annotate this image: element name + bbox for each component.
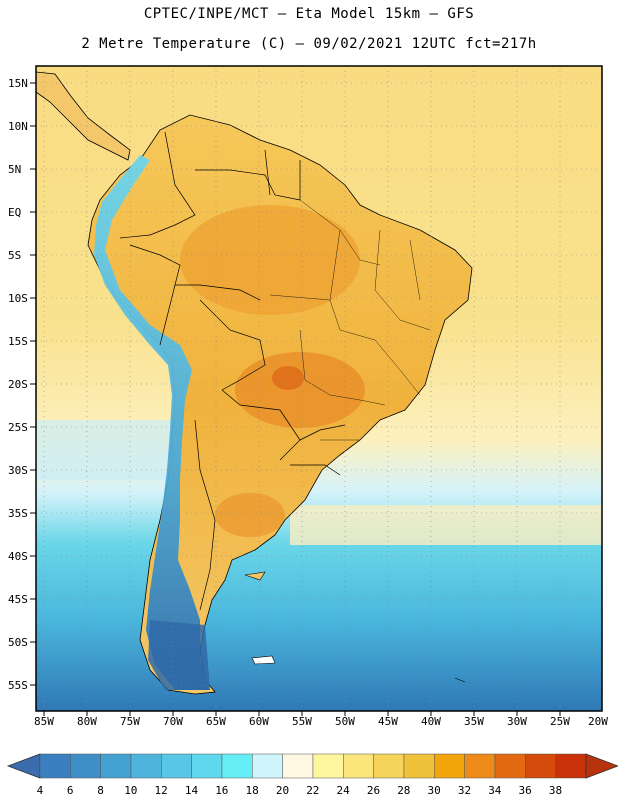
colorbar-label: 36 <box>518 784 532 797</box>
colorbar-label: 28 <box>397 784 411 797</box>
lon-label: 60W <box>249 715 269 728</box>
colorbar-label: 24 <box>336 784 350 797</box>
colorbar-swatch <box>494 753 526 779</box>
lon-label: 80W <box>77 715 97 728</box>
colorbar-swatch <box>130 753 162 779</box>
colorbar-label: 6 <box>66 784 74 797</box>
colorbar-swatch <box>100 753 132 779</box>
lon-label: 30W <box>507 715 527 728</box>
colorbar-swatch <box>555 753 587 779</box>
colorbar-swatch <box>39 753 71 779</box>
colorbar-label: 26 <box>366 784 381 797</box>
colorbar-label: 14 <box>184 784 199 797</box>
colorbar-label: 18 <box>245 784 259 797</box>
colorbar-swatch <box>525 753 556 779</box>
colorbar-min-arrow <box>6 753 41 779</box>
lat-label: 15S <box>8 335 28 348</box>
lat-label: 35S <box>8 507 28 520</box>
colorbar-label: 32 <box>457 784 472 797</box>
colorbar-label: 8 <box>97 784 104 797</box>
colorbar-swatch <box>403 753 435 779</box>
colorbar-label: 10 <box>124 784 138 797</box>
lat-label: 45S <box>8 593 28 606</box>
lat-label: 25S <box>8 421 28 434</box>
lat-label: 10N <box>8 120 28 133</box>
colorbar-label: 16 <box>215 784 229 797</box>
colorbar-label: 38 <box>548 784 563 797</box>
colorbar-label: 30 <box>427 784 441 797</box>
lat-label: 5N <box>8 163 22 176</box>
central-america-land <box>36 71 131 161</box>
map-frame <box>35 65 603 712</box>
colorbar-swatch <box>373 753 405 779</box>
lon-label: 75W <box>120 715 140 728</box>
map-subtitle: 2 Metre Temperature (C) – 09/02/2021 12U… <box>81 36 537 52</box>
colorbar-swatch <box>252 753 283 779</box>
colorbar-swatch <box>70 753 101 779</box>
lon-label: 20W <box>588 715 608 728</box>
colorbar <box>6 753 618 779</box>
lon-label: 55W <box>292 715 312 728</box>
map-title: CPTEC/INPE/MCT – Eta Model 15km – GFS <box>143 6 475 22</box>
lon-label: 70W <box>163 715 183 728</box>
colorbar-label: 34 <box>488 784 502 797</box>
colorbar-label: 20 <box>275 784 290 797</box>
lat-label: 10S <box>8 292 28 305</box>
colorbar-swatch <box>464 753 496 779</box>
colorbar-label: 4 <box>36 784 44 797</box>
lat-label: 30S <box>8 464 28 477</box>
lon-label: 50W <box>335 715 355 728</box>
lat-label: 20S <box>8 378 28 391</box>
colorbar-swatch <box>343 753 374 779</box>
lon-label: 40W <box>421 715 441 728</box>
colorbar-swatch <box>161 753 192 779</box>
colorbar-swatch <box>434 753 465 779</box>
lon-label: 65W <box>206 715 226 728</box>
colorbar-max-arrow <box>585 753 618 779</box>
lon-label: 85W <box>34 715 54 728</box>
lat-label: 40S <box>8 550 28 563</box>
lon-label: 25W <box>550 715 570 728</box>
lon-label: 45W <box>378 715 398 728</box>
colorbar-swatch <box>191 753 223 779</box>
colorbar-swatch <box>312 753 344 779</box>
lat-label: 55S <box>8 679 28 692</box>
lat-label: 50S <box>8 636 28 649</box>
colorbar-swatch <box>282 753 314 779</box>
lon-label: 35W <box>464 715 484 728</box>
colorbar-label: 22 <box>306 784 320 797</box>
country-borders <box>119 131 346 611</box>
colorbar-label: 12 <box>154 784 168 797</box>
lat-label: 15N <box>8 77 28 90</box>
lat-label: EQ <box>8 206 22 219</box>
colorbar-swatch <box>221 753 253 779</box>
lat-label: 5S <box>8 249 22 262</box>
